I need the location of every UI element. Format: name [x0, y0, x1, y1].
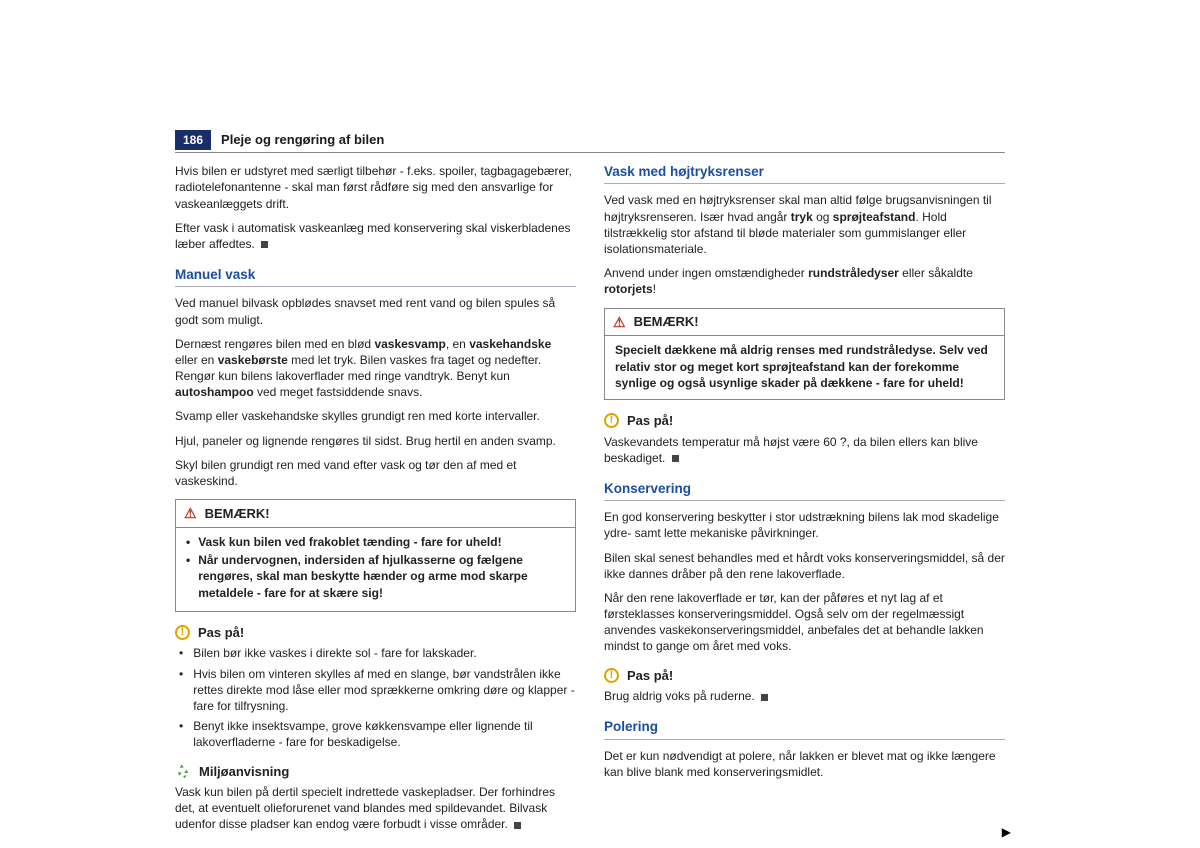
list-item: Når undervognen, indersiden af hjulkasse… — [186, 552, 565, 601]
section-title: Vask med højtryksrenser — [604, 163, 1005, 184]
warning-triangle-icon: ⚠ — [184, 504, 197, 523]
page-number-badge: 186 — [175, 130, 211, 150]
callout-title: BEMÆRK! — [634, 313, 699, 331]
body-text: Hjul, paneler og lignende rengøres til s… — [175, 433, 576, 449]
end-marker-icon — [514, 822, 521, 829]
body-text: Hvis bilen er udstyret med særligt tilbe… — [175, 163, 576, 212]
list-item: Benyt ikke insektsvampe, grove køkkensva… — [175, 718, 576, 750]
body-text: Ved manuel bilvask opblødes snavset med … — [175, 295, 576, 327]
callout-header: ⚠ BEMÆRK! — [176, 500, 575, 528]
warning-triangle-icon: ⚠ — [613, 313, 626, 332]
continue-arrow-icon: ▶ — [1002, 824, 1011, 840]
caution-label: Pas på! — [627, 412, 673, 430]
body-text: Når den rene lakoverflade er tør, kan de… — [604, 590, 1005, 655]
callout-body: Vask kun bilen ved frakoblet tænding - f… — [176, 528, 575, 611]
warning-callout: ⚠ BEMÆRK! Specielt dækkene må aldrig ren… — [604, 308, 1005, 400]
right-column: Vask med højtryksrenser Ved vask med en … — [604, 163, 1005, 840]
list-item: Vask kun bilen ved frakoblet tænding - f… — [186, 534, 565, 550]
recycle-icon — [175, 763, 191, 779]
eco-label: Miljøanvisning — [199, 763, 289, 781]
caution-circle-icon: ! — [175, 625, 190, 640]
page-header: 186 Pleje og rengøring af bilen — [175, 130, 1005, 153]
body-text: Svamp eller vaskehandske skylles grundig… — [175, 408, 576, 424]
left-column: Hvis bilen er udstyret med særligt tilbe… — [175, 163, 576, 840]
body-text: Bilen skal senest behandles med et hårdt… — [604, 550, 1005, 582]
body-text: Efter vask i automatisk vaskeanlæg med k… — [175, 220, 576, 252]
eco-heading: Miljøanvisning — [175, 763, 576, 781]
caution-list: Bilen bør ikke vaskes i direkte sol - fa… — [175, 645, 576, 750]
callout-title: BEMÆRK! — [205, 505, 270, 523]
list-item: Bilen bør ikke vaskes i direkte sol - fa… — [175, 645, 576, 661]
section-title: Manuel vask — [175, 266, 576, 287]
content-columns: Hvis bilen er udstyret med særligt tilbe… — [175, 163, 1005, 840]
body-text: En god konservering beskytter i stor uds… — [604, 509, 1005, 541]
section-title: Konservering — [604, 480, 1005, 501]
caution-label: Pas på! — [627, 667, 673, 685]
body-text: Brug aldrig voks på ruderne. — [604, 688, 1005, 704]
caution-heading: ! Pas på! — [175, 624, 576, 642]
body-text: Vask kun bilen på dertil specielt indret… — [175, 784, 576, 833]
end-marker-icon — [761, 694, 768, 701]
body-text: Dernæst rengøres bilen med en blød vaske… — [175, 336, 576, 401]
body-text: Ved vask med en højtryksrenser skal man … — [604, 192, 1005, 257]
page-title: Pleje og rengøring af bilen — [221, 131, 384, 149]
caution-circle-icon: ! — [604, 413, 619, 428]
body-text: Det er kun nødvendigt at polere, når lak… — [604, 748, 1005, 780]
caution-circle-icon: ! — [604, 668, 619, 683]
end-marker-icon — [672, 455, 679, 462]
caution-heading: ! Pas på! — [604, 412, 1005, 430]
callout-header: ⚠ BEMÆRK! — [605, 309, 1004, 337]
body-text: Skyl bilen grundigt ren med vand efter v… — [175, 457, 576, 489]
body-text: Vaskevandets temperatur må højst være 60… — [604, 434, 1005, 466]
caution-label: Pas på! — [198, 624, 244, 642]
warning-callout: ⚠ BEMÆRK! Vask kun bilen ved frakoblet t… — [175, 499, 576, 612]
section-title: Polering — [604, 718, 1005, 739]
body-text: Anvend under ingen omstændigheder rundst… — [604, 265, 1005, 297]
callout-body: Specielt dækkene må aldrig renses med ru… — [605, 336, 1004, 399]
caution-heading: ! Pas på! — [604, 667, 1005, 685]
manual-page: 186 Pleje og rengøring af bilen Hvis bil… — [175, 130, 1005, 841]
list-item: Hvis bilen om vinteren skylles af med en… — [175, 666, 576, 715]
end-marker-icon — [261, 241, 268, 248]
